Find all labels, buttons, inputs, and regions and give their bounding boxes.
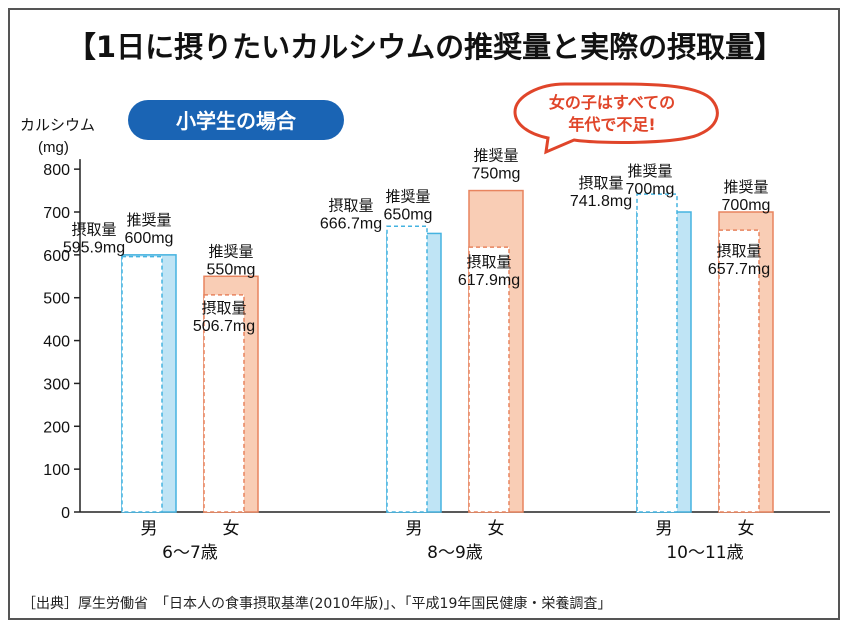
bars [121, 189, 774, 513]
intake-bar [468, 246, 510, 513]
y-tick-label: 800 [43, 162, 70, 179]
intake-value: 506.7mg [193, 318, 255, 335]
intake-value: 666.7mg [320, 215, 382, 232]
chart-title: 【1日に摂りたいカルシウムの推奨量と実際の摂取量】 [67, 30, 783, 64]
recommended-value: 650mg [384, 206, 433, 223]
sex-label: 男 [656, 519, 673, 539]
recommended-value: 700mg [722, 197, 771, 214]
recommended-label: 推奨量 [473, 147, 518, 165]
y-tick-label: 0 [61, 505, 70, 522]
recommended-value: 600mg [125, 230, 174, 247]
labels: 推奨量600mg摂取量595.9mg男推奨量550mg摂取量506.7mg女6〜… [63, 147, 771, 563]
callout-line-1: 女の子はすべての [549, 93, 675, 112]
recommended-label: 推奨量 [627, 162, 672, 180]
intake-bar [121, 255, 163, 513]
badge-text: 小学生の場合 [176, 109, 297, 133]
y-axis-label: カルシウム [20, 117, 95, 134]
y-tick-label: 400 [43, 334, 70, 351]
y-tick-label: 600 [43, 248, 70, 265]
recommended-label: 推奨量 [126, 211, 171, 229]
y-tick-label: 500 [43, 291, 70, 308]
recommended-label: 推奨量 [723, 178, 768, 196]
age-group-label: 10〜11歳 [666, 543, 743, 563]
y-axis-unit: (mg) [38, 139, 69, 156]
y-tick-label: 200 [43, 419, 70, 436]
sex-label: 男 [141, 519, 158, 539]
intake-label: 摂取量 [328, 196, 373, 214]
intake-value: 595.9mg [63, 240, 125, 257]
y-tick-label: 100 [43, 462, 70, 479]
recommended-value: 550mg [207, 261, 256, 278]
recommended-label: 推奨量 [385, 187, 430, 205]
y-tick-label: 700 [43, 205, 70, 222]
intake-bar [386, 225, 428, 513]
sex-label: 女 [488, 519, 505, 539]
sex-label: 男 [406, 519, 423, 539]
recommended-value: 700mg [626, 181, 675, 198]
intake-bar [718, 229, 760, 513]
callout-bubble [513, 82, 719, 155]
intake-value: 657.7mg [708, 261, 770, 278]
source-note: ［出典］厚生労働省 「日本人の食事摂取基準(2010年版)」、「平成19年国民健… [22, 595, 611, 612]
age-group-label: 8〜9歳 [427, 543, 483, 563]
callout-line-2: 年代で不足! [568, 115, 655, 134]
sex-label: 女 [223, 519, 240, 539]
age-group-label: 6〜7歳 [162, 543, 218, 563]
intake-label: 摂取量 [201, 299, 246, 317]
intake-value: 617.9mg [458, 272, 520, 289]
recommended-label: 推奨量 [208, 242, 253, 260]
badge [128, 100, 344, 140]
intake-bar [203, 294, 245, 513]
intake-bar [636, 193, 678, 513]
intake-label: 摂取量 [71, 221, 116, 239]
intake-value: 741.8mg [570, 193, 632, 210]
intake-label: 摂取量 [716, 242, 761, 260]
recommended-value: 750mg [472, 166, 521, 183]
intake-label: 摂取量 [578, 174, 623, 192]
y-tick-label: 300 [43, 376, 70, 393]
intake-label: 摂取量 [466, 253, 511, 271]
sex-label: 女 [738, 519, 755, 539]
